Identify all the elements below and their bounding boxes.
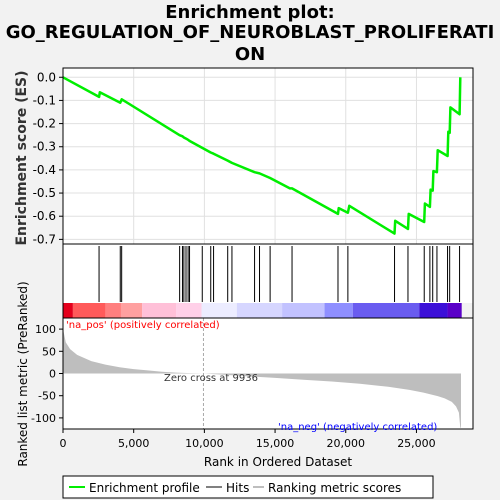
es-y-tick-label: -0.7 (33, 232, 56, 246)
metric-y-tick-label: 0 (49, 368, 56, 381)
zero-cross-label: Zero cross at 9936 (164, 373, 258, 384)
color-bar-segment (447, 303, 462, 318)
metric-x-tick-label: 20,000 (327, 437, 366, 450)
metric-x-tick-label: 25,000 (397, 437, 436, 450)
color-bar-segment (236, 303, 283, 318)
es-panel-bg (63, 68, 473, 244)
metric-y-axis-label: Ranked list metric (PreRanked) (16, 281, 30, 466)
es-y-tick-label: -0.6 (33, 209, 56, 223)
es-y-tick-label: -0.3 (33, 140, 56, 154)
metric-y-axis: 100 50 0 -50 -100 (31, 323, 63, 425)
color-bar-segment (282, 303, 325, 318)
chart-title-line-1: Enrichment plot: (165, 2, 335, 23)
metric-x-tick-label: 0 (60, 437, 67, 450)
metric-x-axis-label: Rank in Ordered Dataset (204, 455, 352, 469)
metric-y-tick-label: 50 (42, 345, 56, 358)
color-bar-segment (201, 303, 237, 318)
color-bar-segment (352, 303, 420, 318)
es-y-axis: 0.0 -0.1 -0.2 -0.3 -0.4 -0.5 -0.6 -0.7 (33, 70, 63, 246)
color-bar-segment (419, 303, 448, 318)
chart-title-line-2: GO_REGULATION_OF_NEUROBLAST_PROLIFERATI (5, 22, 495, 43)
enrichment-profile-line (62, 76, 462, 235)
hits-layer (98, 246, 461, 302)
metric-y-tick-label: -100 (31, 412, 56, 425)
es-y-tick-label: -0.4 (33, 163, 56, 177)
metric-x-tick-label: 5,000 (118, 437, 150, 450)
color-bar-segment (142, 303, 177, 318)
es-y-tick-label: -0.2 (33, 117, 56, 131)
legend-hits-label: Hits (226, 481, 249, 495)
es-y-tick-label: -0.1 (33, 93, 56, 107)
es-line-layer (62, 76, 462, 235)
es-grid (62, 68, 473, 244)
rank-color-bar (63, 303, 462, 318)
color-bar-segment (72, 303, 106, 318)
legend-box (62, 475, 434, 499)
neg-correlated-label: 'na_neg' (negatively correlated) (278, 422, 437, 433)
color-bar-segment (324, 303, 353, 318)
metric-y-tick-label: -50 (38, 390, 56, 403)
metric-y-tick-label: 100 (35, 323, 56, 336)
color-bar-segment (63, 303, 73, 318)
metric-x-tick-label: 10,000 (185, 437, 224, 450)
chart-title-line-3: ON (234, 44, 266, 65)
ranking-metric-area (63, 329, 461, 428)
hits-panel-bg (63, 244, 473, 303)
es-y-tick-label: -0.5 (33, 186, 56, 200)
legend-metric-label: Ranking metric scores (268, 481, 401, 495)
es-y-tick-label: 0.0 (37, 70, 56, 84)
legend-profile-label: Enrichment profile (89, 481, 200, 495)
color-bar-segment (176, 303, 202, 318)
pos-correlated-label: 'na_pos' (positively correlated) (66, 320, 220, 331)
color-bar-segment (105, 303, 121, 318)
metric-x-tick-label: 15,000 (256, 437, 295, 450)
metric-area (63, 318, 461, 429)
es-y-axis-label: Enrichment score (ES) (14, 70, 30, 245)
metric-x-axis: 0 5,000 10,000 15,000 20,000 25,000 (60, 429, 436, 450)
color-bar-segment (120, 303, 143, 318)
